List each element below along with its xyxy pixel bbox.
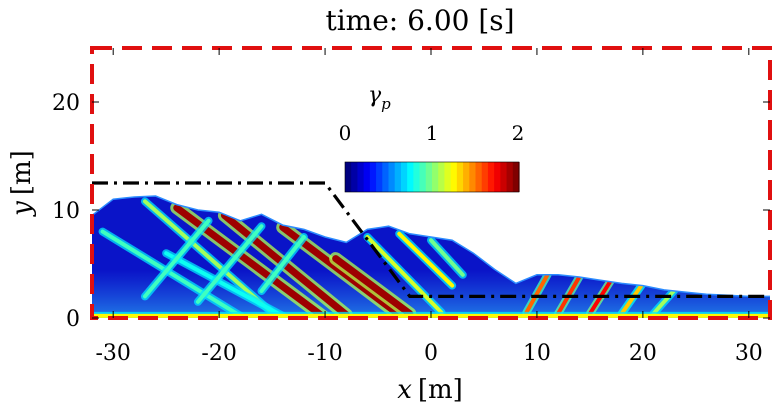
shear-band [651, 287, 677, 316]
y-tick-label: 0 [66, 307, 80, 332]
y-tick-label: 10 [52, 199, 80, 224]
colorbar-step [425, 162, 433, 192]
y-axis-label: y[m] [7, 150, 37, 217]
colorbar-step [494, 162, 501, 192]
x-tick-label: 0 [424, 341, 438, 366]
shear-band [429, 238, 465, 277]
colorbar-step [487, 162, 495, 192]
colorbar-title: γp [368, 83, 391, 113]
shear-band [164, 251, 285, 318]
colorbar: γp 0 1 2 [339, 83, 525, 193]
y-tick-label: 20 [52, 91, 80, 116]
colorbar-step [438, 162, 446, 192]
x-tick-label: -10 [307, 341, 342, 366]
colorbar-step [376, 162, 383, 192]
x-tick-label: -30 [95, 341, 130, 366]
colorbar-step [481, 162, 489, 192]
plot-area [92, 195, 770, 318]
x-tick-label: 20 [629, 341, 657, 366]
colorbar-step [407, 162, 414, 192]
colorbar-step [475, 162, 483, 192]
colorbar-tick-label: 0 [339, 121, 352, 145]
colorbar-frame [344, 161, 520, 193]
colorbar-tick-label: 2 [512, 121, 525, 145]
colorbar-step [506, 162, 514, 192]
colorbar-step [363, 162, 371, 192]
colorbar-step [512, 162, 520, 192]
shear-band [397, 231, 455, 288]
colorbar-step [345, 162, 352, 192]
x-tick-label: -20 [201, 341, 236, 366]
shear-band [195, 224, 264, 304]
colorbar-step [351, 162, 359, 192]
shear-band [332, 255, 414, 318]
colorbar-step [388, 162, 396, 192]
x-axis-label: x [m] [397, 375, 463, 405]
shear-band [100, 229, 243, 318]
colorbar-steps [345, 162, 520, 192]
colorbar-step [432, 162, 439, 192]
shear-band [259, 235, 306, 293]
x-axis-ticks: -30 -20 -10 0 10 20 30 [95, 48, 763, 366]
colorbar-step [500, 162, 508, 192]
x-tick-label: 10 [523, 341, 551, 366]
colorbar-step [357, 162, 365, 192]
shear-band [142, 199, 275, 315]
shear-band [365, 235, 444, 315]
chart-title: time: 6.00 [s] [325, 4, 514, 37]
colorbar-step [369, 162, 377, 192]
colorbar-step [463, 162, 470, 192]
x-tick-label: 30 [735, 341, 763, 366]
shear-band [524, 272, 550, 315]
shear-band [619, 281, 645, 316]
deposit-free-surface [92, 195, 770, 298]
colorbar-step [413, 162, 421, 192]
colorbar-step [444, 162, 452, 192]
shear-band [142, 218, 211, 299]
colorbar-step [394, 162, 402, 192]
colorbar-tick-label: 1 [426, 121, 439, 145]
colorbar-step [382, 162, 390, 192]
initial-profile-line [92, 181, 770, 298]
colorbar-step [419, 162, 427, 192]
colorbar-step [450, 162, 458, 192]
colorbar-step [456, 162, 464, 192]
colorbar-step [400, 162, 408, 192]
colorbar-step [469, 162, 477, 192]
